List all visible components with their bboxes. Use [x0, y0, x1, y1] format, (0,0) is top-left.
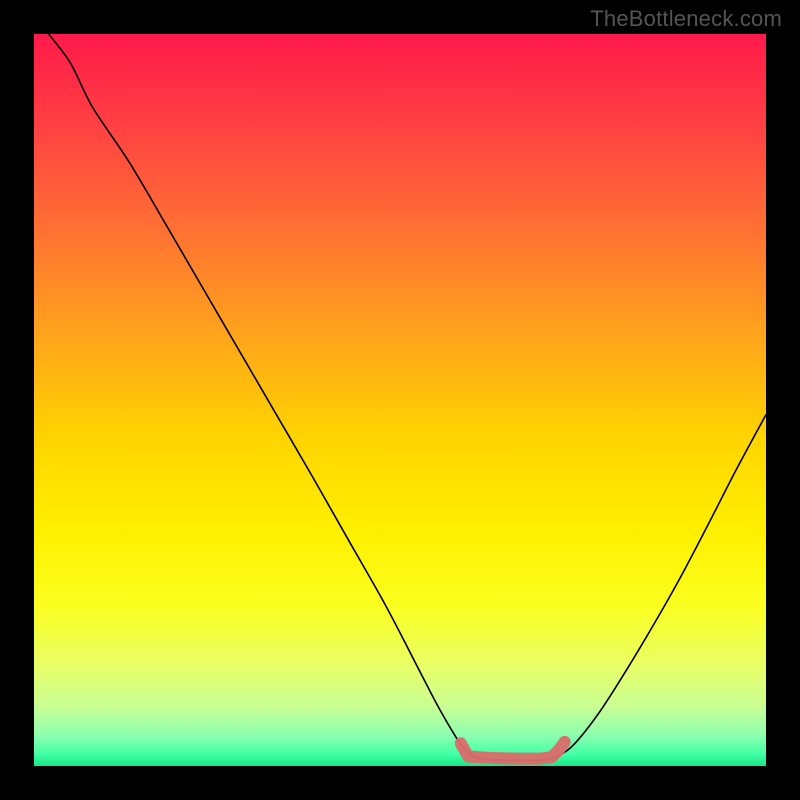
plot-area	[34, 34, 766, 766]
watermark-text: TheBottleneck.com	[590, 6, 782, 32]
bottleneck-curve	[49, 34, 766, 760]
curve-layer	[34, 34, 766, 766]
outer-frame: TheBottleneck.com	[0, 0, 800, 800]
optimal-range-highlight	[461, 742, 565, 759]
